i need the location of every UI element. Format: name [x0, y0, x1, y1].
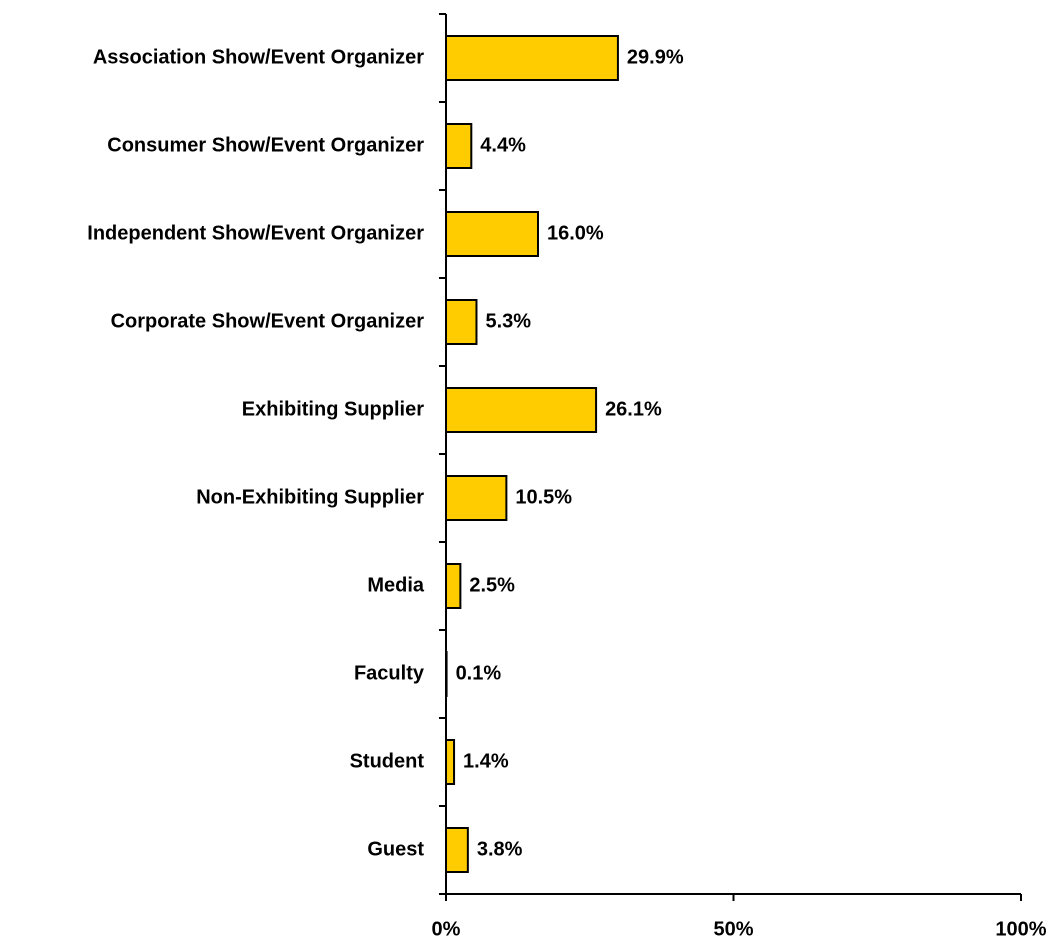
value-label: 26.1% — [605, 398, 662, 420]
y-tick-label: Faculty — [354, 662, 425, 684]
bar — [445, 827, 469, 873]
value-label: 3.8% — [477, 838, 523, 860]
bar — [445, 475, 508, 521]
y-tick-label: Corporate Show/Event Organizer — [111, 310, 425, 332]
bar — [445, 123, 473, 169]
y-tick-label: Student — [350, 750, 425, 772]
value-label: 2.5% — [469, 574, 515, 596]
x-tick-label: 100% — [995, 918, 1046, 940]
bar — [445, 563, 462, 609]
value-label: 10.5% — [515, 486, 572, 508]
bar — [445, 739, 456, 785]
value-label: 0.1% — [456, 662, 502, 684]
value-label: 4.4% — [480, 134, 526, 156]
bar — [445, 35, 619, 81]
bar — [445, 299, 478, 345]
value-label: 29.9% — [627, 46, 684, 68]
value-label: 5.3% — [485, 310, 531, 332]
bar — [445, 211, 539, 257]
x-tick-label: 0% — [432, 918, 461, 940]
bar — [445, 387, 598, 433]
y-tick-label: Guest — [367, 838, 424, 860]
y-tick-label: Non-Exhibiting Supplier — [196, 486, 424, 508]
value-label: 16.0% — [547, 222, 604, 244]
bar — [445, 651, 448, 697]
y-tick-label: Independent Show/Event Organizer — [87, 222, 424, 244]
y-tick-label: Media — [367, 574, 425, 596]
y-tick-label: Consumer Show/Event Organizer — [107, 134, 424, 156]
value-label: 1.4% — [463, 750, 509, 772]
x-tick-label: 50% — [713, 918, 753, 940]
y-tick-label: Association Show/Event Organizer — [93, 46, 424, 68]
y-tick-label: Exhibiting Supplier — [242, 398, 424, 420]
